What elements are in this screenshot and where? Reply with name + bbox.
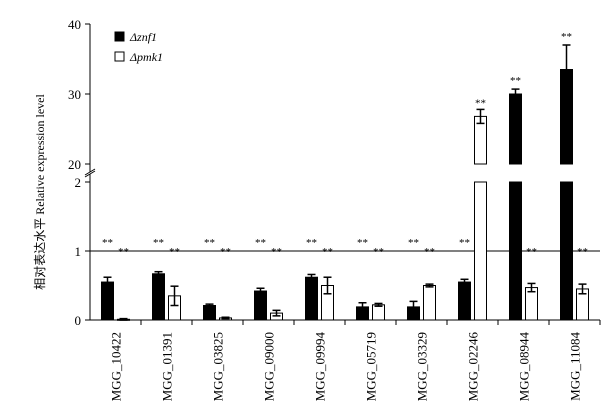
bar-lower-part bbox=[474, 181, 487, 321]
x-tick-label: MGG_09000 bbox=[262, 332, 277, 401]
bar-upper-part bbox=[509, 93, 522, 165]
legend-swatch bbox=[114, 31, 125, 42]
bar-lower-part bbox=[509, 181, 522, 321]
axis-break-mark bbox=[84, 168, 96, 176]
x-tick-label: MGG_08944 bbox=[517, 332, 532, 402]
significance-marker: ** bbox=[475, 97, 486, 109]
significance-marker: ** bbox=[526, 246, 537, 258]
significance-marker: ** bbox=[459, 237, 470, 249]
significance-marker: ** bbox=[220, 246, 231, 258]
x-tick-label: MGG_10422 bbox=[109, 332, 124, 401]
significance-marker: ** bbox=[118, 246, 129, 258]
bar bbox=[372, 304, 385, 321]
significance-marker: ** bbox=[577, 246, 588, 258]
y-axis-label: 相对表达水平 Relative expression level bbox=[33, 94, 47, 290]
legend-label: Δpmk1 bbox=[129, 50, 163, 64]
significance-marker: ** bbox=[322, 246, 333, 258]
significance-marker: ** bbox=[510, 75, 521, 87]
bar bbox=[254, 290, 267, 321]
y-tick-label: 20 bbox=[68, 157, 81, 172]
significance-marker: ** bbox=[408, 237, 419, 249]
x-tick-label: MGG_01391 bbox=[160, 332, 175, 401]
significance-marker: ** bbox=[169, 246, 180, 258]
bar bbox=[458, 281, 471, 321]
y-tick-label: 1 bbox=[75, 244, 82, 259]
legend-label: Δznf1 bbox=[129, 30, 157, 44]
significance-marker: ** bbox=[357, 237, 368, 249]
bar bbox=[423, 285, 436, 321]
legend-swatch bbox=[114, 51, 125, 62]
bar-lower-part bbox=[560, 181, 573, 321]
significance-marker: ** bbox=[271, 246, 282, 258]
bar bbox=[101, 281, 114, 321]
significance-marker: ** bbox=[373, 246, 384, 258]
legend: Δznf1 Δpmk1 bbox=[114, 30, 163, 64]
significance-marker: ** bbox=[561, 31, 572, 43]
x-tick-label: MGG_03825 bbox=[211, 332, 226, 401]
x-tick-label: MGG_05719 bbox=[364, 332, 379, 401]
axis-break-mark bbox=[84, 170, 96, 178]
x-tick-label: MGG_09994 bbox=[313, 332, 328, 402]
y-tick-label: 30 bbox=[68, 87, 81, 102]
bars bbox=[101, 44, 589, 321]
y-tick-label: 0 bbox=[75, 313, 82, 328]
significance-marker: ** bbox=[255, 237, 266, 249]
y-tick-label: 40 bbox=[68, 17, 81, 32]
x-tick-label: MGG_02246 bbox=[466, 332, 481, 402]
x-tick-label: MGG_11084 bbox=[568, 332, 583, 401]
significance-marker: ** bbox=[204, 237, 215, 249]
significance-marker: ** bbox=[102, 237, 113, 249]
significance-marker: ** bbox=[424, 246, 435, 258]
bar bbox=[152, 273, 165, 321]
labels: 0 1 2 20 30 40 相对表达水平 Relative expression leve… bbox=[33, 17, 588, 401]
y-tick-label: 2 bbox=[75, 175, 82, 190]
significance-marker: ** bbox=[306, 237, 317, 249]
bar bbox=[203, 305, 216, 321]
x-tick-label: MGG_03329 bbox=[415, 332, 430, 401]
significance-marker: ** bbox=[153, 237, 164, 249]
bar bbox=[305, 276, 318, 321]
